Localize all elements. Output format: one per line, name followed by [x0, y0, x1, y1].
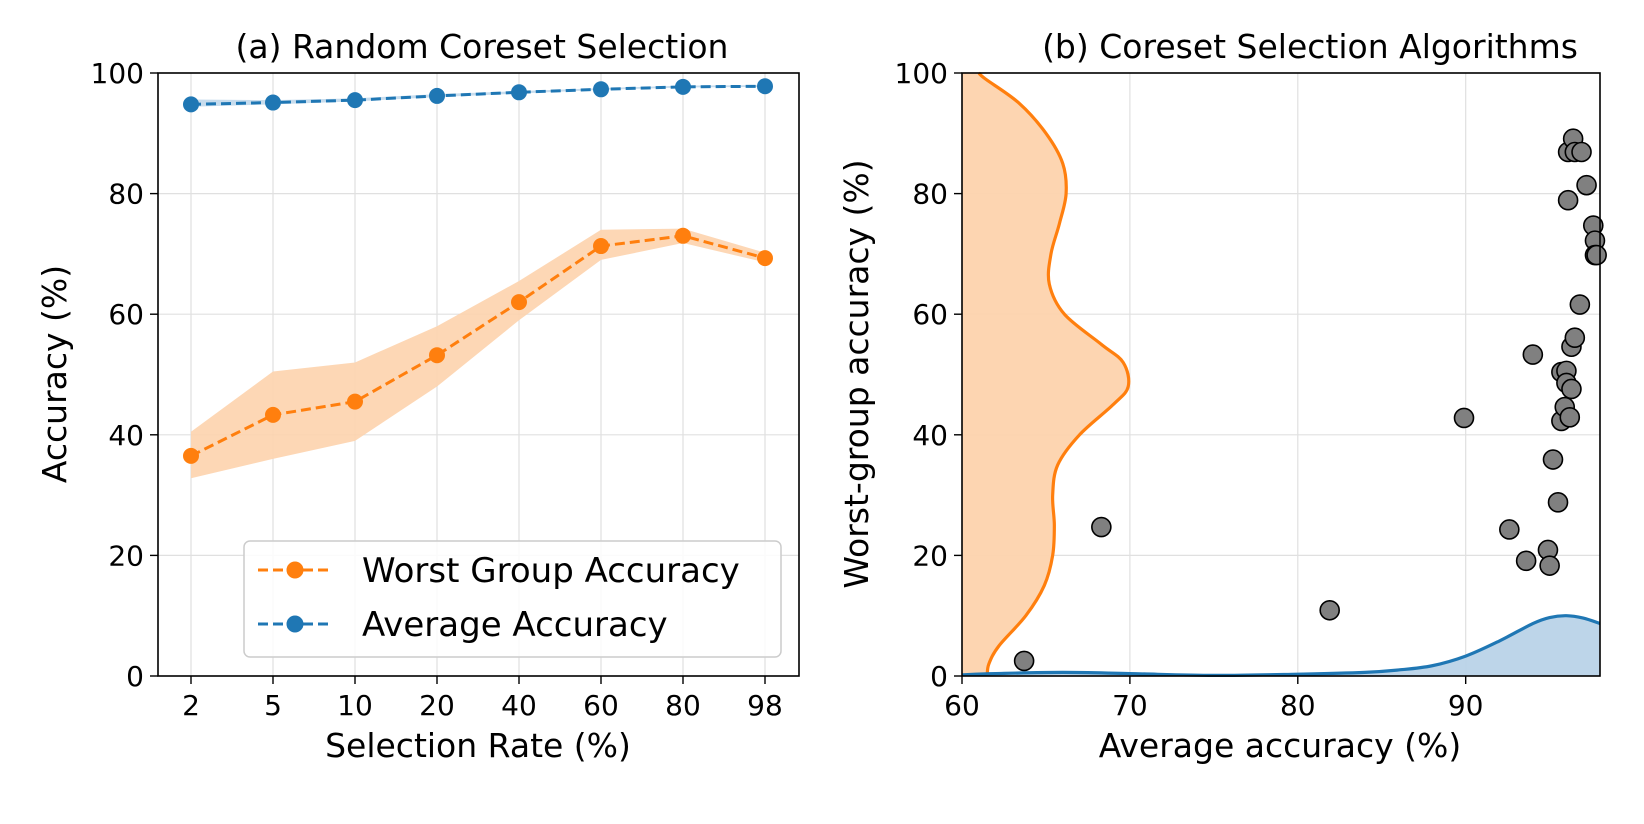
- y-tick-label-100: 100: [91, 57, 144, 90]
- legend-worst-swatch-marker: [286, 561, 304, 579]
- x-tick-label-60: 60: [583, 689, 619, 722]
- legend-average-label: Average Accuracy: [362, 605, 668, 645]
- chart-a-title: (a) Random Coreset Selection: [236, 27, 729, 66]
- scatter-point-22: [1564, 327, 1586, 349]
- x-tick-label-40: 40: [501, 689, 537, 722]
- x-tick-label-60: 60: [944, 689, 980, 722]
- point-average-98: [757, 78, 773, 95]
- y-tick-label-20: 20: [912, 539, 948, 572]
- chart-a-x-ticks: 2 5 10 20 40 60 80 98: [182, 676, 783, 722]
- chart-a-random-coreset: (a) Random Coreset Selection 2 5 10 20 40 60 8…: [35, 27, 800, 765]
- density-worst-fill: [962, 73, 1129, 676]
- line-average: [190, 84, 766, 106]
- y-tick-label-60: 60: [912, 298, 948, 331]
- point-worst-10: [347, 393, 363, 410]
- legend-average-swatch-marker: [286, 615, 304, 633]
- y-tick-label-0: 0: [930, 660, 948, 693]
- scatter-point-2: [1319, 599, 1340, 621]
- chart-b-y-ticks: 0 20 40 60 80 100: [895, 57, 962, 693]
- x-tick-label-10: 10: [337, 689, 373, 722]
- y-tick-label-80: 80: [912, 178, 948, 211]
- scatter-point-0: [1013, 650, 1035, 672]
- x-tick-label-80: 80: [665, 689, 701, 722]
- scatter-point-19: [1561, 378, 1582, 400]
- scatter-point-25: [1571, 141, 1592, 163]
- scatter-point-5: [1515, 550, 1537, 572]
- scatter-point-8: [1539, 555, 1560, 576]
- point-average-5: [265, 94, 281, 111]
- point-worst-98: [757, 250, 773, 267]
- point-worst-40: [511, 294, 527, 311]
- chart-a-frame: [157, 72, 800, 677]
- density-worst-curve: [977, 71, 1131, 677]
- point-worst-2: [183, 447, 199, 464]
- chart-a-lines: [190, 84, 766, 458]
- point-worst-20: [429, 347, 445, 364]
- point-worst-80: [675, 227, 691, 244]
- scatter-point-10: [1547, 492, 1569, 513]
- legend-frame: [243, 540, 782, 658]
- x-tick-label-90: 90: [1448, 689, 1484, 722]
- scatter-point-18: [1559, 407, 1581, 428]
- y-tick-label-0: 0: [126, 660, 144, 693]
- scatter-point-4: [1499, 519, 1520, 540]
- scatter-point-6: [1522, 344, 1544, 365]
- point-average-2: [183, 96, 199, 113]
- x-tick-label-2: 2: [182, 689, 200, 722]
- chart-b-frame: [961, 72, 1601, 677]
- scatter-point-17: [1557, 189, 1579, 211]
- y-tick-label-80: 80: [108, 178, 144, 211]
- legend-worst-label: Worst Group Accuracy: [362, 551, 740, 591]
- y-tick-label-60: 60: [108, 298, 144, 331]
- scatter-point-26: [1576, 174, 1597, 196]
- chart-a-points: [183, 78, 773, 464]
- line-worst: [190, 234, 766, 458]
- chart-b-points: [1013, 128, 1607, 672]
- x-tick-label-70: 70: [1112, 689, 1148, 722]
- x-tick-label-20: 20: [419, 689, 455, 722]
- scatter-point-24: [1569, 294, 1591, 315]
- y-tick-label-40: 40: [912, 419, 948, 452]
- x-tick-label-5: 5: [264, 689, 282, 722]
- x-tick-label-80: 80: [1280, 689, 1316, 722]
- point-average-60: [593, 81, 609, 98]
- chart-b-densities: [961, 71, 1601, 678]
- y-tick-label-40: 40: [108, 419, 144, 452]
- point-average-40: [511, 84, 527, 101]
- y-tick-label-20: 20: [108, 539, 144, 572]
- point-worst-60: [593, 238, 609, 255]
- scatter-point-1: [1091, 516, 1112, 538]
- chart-a-y-label: Accuracy (%): [35, 265, 74, 483]
- chart-b-title: (b) Coreset Selection Algorithms: [1042, 27, 1578, 66]
- density-average-fill: [962, 615, 1600, 676]
- y-tick-label-100: 100: [895, 57, 948, 90]
- chart-a-y-ticks: 0 20 40 60 80 100: [91, 57, 158, 693]
- chart-b-y-label: Worst-group accuracy (%): [837, 159, 876, 588]
- scatter-point-9: [1542, 449, 1564, 470]
- chart-a-x-label: Selection Rate (%): [325, 726, 631, 765]
- point-average-20: [429, 87, 445, 104]
- chart-a-legend: Worst Group Accuracy Average Accuracy: [243, 540, 782, 658]
- chart-b-x-ticks: 60 70 80 90: [944, 676, 1484, 722]
- point-average-80: [675, 78, 691, 95]
- chart-b-x-label: Average accuracy (%): [1099, 726, 1461, 765]
- band-worst: [191, 228, 765, 479]
- density-average-curve: [961, 614, 1601, 678]
- point-worst-5: [265, 406, 281, 423]
- chart-b-coreset-algorithms: (b) Coreset Selection Algorithms 60 70 80 9…: [837, 27, 1607, 765]
- point-average-10: [347, 92, 363, 109]
- x-tick-label-98: 98: [747, 689, 783, 722]
- scatter-point-30: [1586, 244, 1607, 266]
- scatter-point-3: [1453, 407, 1475, 429]
